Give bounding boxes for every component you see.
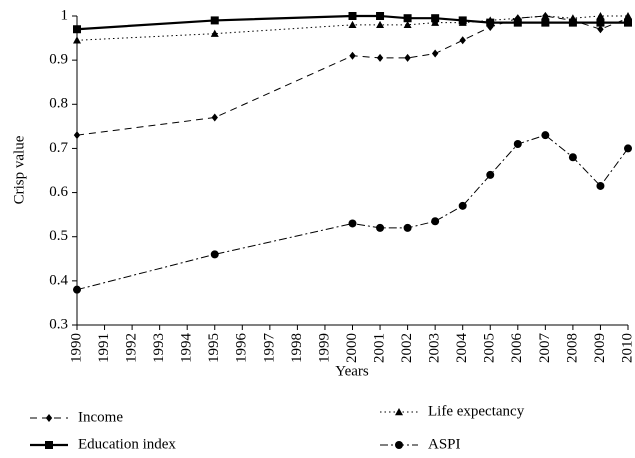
- marker: [45, 441, 53, 449]
- marker: [73, 131, 81, 140]
- x-tick-label: 2006: [509, 333, 525, 364]
- marker: [376, 12, 385, 20]
- x-tick-label: 2008: [564, 333, 580, 363]
- x-tick-label: 1995: [206, 333, 222, 363]
- marker: [210, 250, 219, 259]
- y-tick-label: 0.3: [49, 316, 68, 332]
- marker: [431, 49, 439, 58]
- marker: [596, 18, 605, 27]
- x-tick-label: 2010: [619, 333, 635, 363]
- legend-label: Life expectancy: [428, 403, 525, 419]
- marker: [403, 14, 412, 23]
- marker: [404, 53, 411, 62]
- y-tick-label: 0.8: [49, 96, 68, 112]
- y-tick-label: 1: [61, 7, 69, 23]
- marker: [431, 217, 440, 226]
- x-tick-label: 1997: [261, 333, 277, 364]
- marker: [73, 25, 81, 34]
- marker: [624, 12, 632, 20]
- series-line: [76, 134, 629, 291]
- marker: [541, 18, 550, 27]
- marker: [211, 113, 218, 122]
- y-tick-label: 0.6: [49, 184, 68, 200]
- x-tick-label: 2009: [592, 333, 608, 363]
- marker: [403, 20, 412, 29]
- marker: [541, 131, 550, 140]
- x-tick-label: 1992: [124, 333, 140, 363]
- x-tick-label: 2005: [482, 333, 498, 363]
- marker: [513, 140, 522, 149]
- x-tick-label: 1998: [289, 333, 305, 363]
- marker: [459, 36, 466, 45]
- marker: [568, 18, 577, 27]
- marker: [597, 25, 604, 34]
- x-tick-label: 1990: [68, 333, 84, 363]
- marker: [431, 14, 440, 23]
- legend-label: Education index: [78, 436, 176, 452]
- marker: [348, 219, 357, 228]
- marker: [376, 53, 384, 62]
- legend-label: ASPI: [428, 436, 461, 452]
- x-tick-label: 2001: [371, 333, 387, 363]
- marker: [458, 201, 467, 210]
- y-axis-label: Crisp value: [11, 135, 27, 204]
- series-line: [76, 15, 629, 136]
- marker: [349, 51, 356, 60]
- marker: [45, 414, 53, 422]
- marker: [403, 223, 412, 232]
- marker: [376, 20, 385, 29]
- x-tick-label: 2000: [344, 333, 360, 363]
- x-tick-label: 2003: [427, 333, 443, 363]
- marker: [458, 16, 467, 25]
- x-tick-label: 1991: [96, 333, 112, 363]
- marker: [624, 144, 632, 153]
- marker: [431, 18, 440, 26]
- x-tick-label: 2002: [399, 333, 415, 363]
- marker: [541, 12, 550, 20]
- marker: [210, 16, 219, 25]
- y-tick-label: 0.7: [49, 140, 68, 156]
- marker: [73, 36, 81, 44]
- marker: [568, 153, 577, 162]
- x-tick-label: 2004: [454, 333, 470, 364]
- y-tick-label: 0.5: [49, 228, 68, 244]
- marker: [348, 12, 357, 20]
- x-tick-label: 1994: [179, 333, 195, 364]
- marker: [73, 285, 81, 294]
- marker: [210, 29, 219, 37]
- x-tick-label: 1993: [151, 333, 167, 363]
- marker: [395, 441, 403, 449]
- marker: [395, 408, 403, 416]
- marker: [486, 170, 495, 179]
- marker: [596, 12, 605, 20]
- x-tick-label: 2007: [537, 333, 553, 364]
- legend-label: Income: [78, 409, 123, 425]
- x-tick-label: 1999: [316, 333, 332, 363]
- y-tick-label: 0.9: [49, 52, 68, 68]
- marker: [513, 18, 522, 27]
- marker: [348, 20, 357, 29]
- marker: [486, 18, 495, 27]
- y-tick-label: 0.4: [49, 272, 68, 288]
- x-tick-label: 1996: [234, 333, 250, 364]
- marker: [376, 223, 385, 232]
- x-axis-label: Years: [335, 363, 369, 379]
- marker: [624, 18, 632, 27]
- marker: [596, 181, 605, 190]
